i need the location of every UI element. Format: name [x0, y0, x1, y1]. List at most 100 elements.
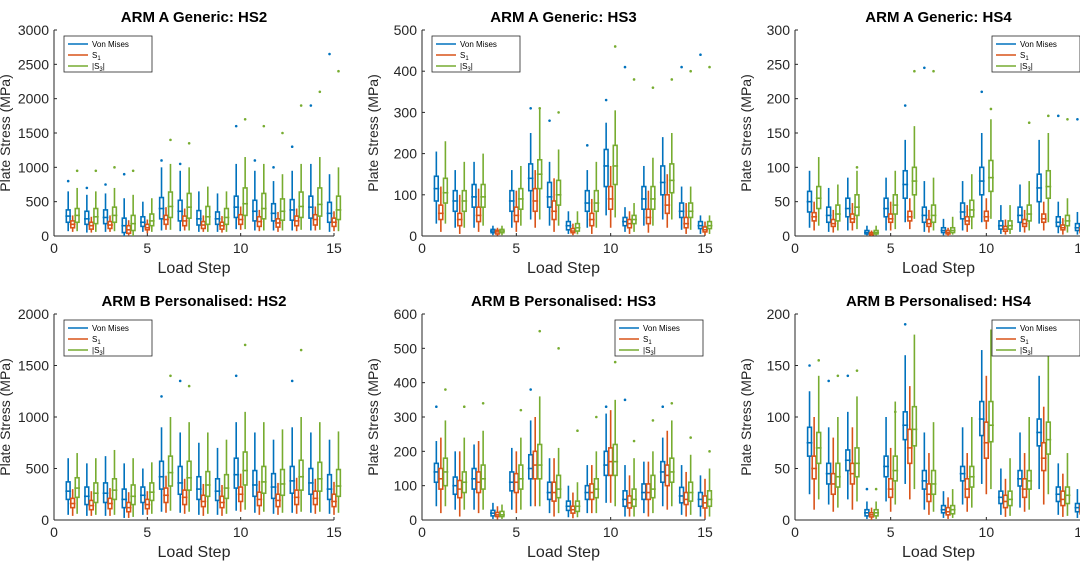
box [645, 483, 652, 501]
x-tick-label: 15 [697, 524, 713, 540]
outlier-point [874, 487, 878, 491]
outlier-point [903, 104, 907, 107]
y-tick-label: 500 [26, 461, 50, 477]
x-tick-label: 15 [1074, 524, 1080, 540]
box [233, 457, 239, 489]
outlier-point [808, 364, 811, 367]
x-tick-label: 10 [603, 524, 619, 540]
outlier-point [632, 78, 636, 81]
series-2 [437, 165, 708, 236]
box [298, 191, 304, 219]
outlier-point [272, 166, 275, 169]
outlier-point [689, 69, 692, 73]
box [480, 183, 486, 208]
chart-panel-3: 051015050100150200250300ARM A Generic: H… [738, 9, 1080, 277]
outlier-point [519, 408, 523, 412]
box [438, 204, 444, 221]
outlier-point [66, 179, 70, 183]
outlier-point [604, 405, 608, 409]
chart-title: ARM A Generic: HS3 [490, 9, 636, 26]
y-tick-label: 300 [394, 104, 418, 120]
outlier-point [855, 369, 859, 372]
outlier-point [576, 429, 579, 433]
box [964, 477, 970, 499]
box [167, 455, 174, 487]
y-tick-label: 400 [394, 375, 418, 391]
outlier-point [708, 450, 711, 453]
box [835, 204, 841, 222]
y-tick-label: 1000 [18, 409, 49, 425]
box [335, 468, 342, 498]
box [475, 206, 482, 223]
x-tick-label: 10 [233, 524, 249, 540]
box [242, 187, 248, 217]
box [887, 477, 894, 499]
series-3 [442, 329, 713, 519]
legend-label: S1 [92, 51, 101, 62]
box [471, 183, 477, 208]
outlier-point [548, 119, 551, 122]
box [641, 185, 647, 211]
outlier-point [1047, 114, 1050, 118]
x-tick-label: 0 [418, 240, 426, 256]
box [603, 450, 609, 477]
box [551, 481, 557, 502]
box [499, 510, 505, 518]
outlier-point [169, 138, 172, 142]
box [555, 474, 562, 499]
outlier-point [318, 90, 322, 94]
legend-label: S1 [1020, 51, 1029, 62]
box [149, 213, 155, 227]
outlier-point [462, 405, 466, 409]
y-tick-label: 2000 [18, 91, 49, 107]
outlier-point [670, 401, 674, 405]
x-tick-label: 10 [233, 240, 249, 256]
y-tick-label: 150 [767, 125, 791, 141]
box [593, 477, 600, 499]
box [186, 192, 192, 219]
x-axis-label: Load Step [527, 544, 600, 561]
series-1 [433, 388, 704, 519]
box [926, 483, 932, 503]
box [593, 189, 600, 213]
box [1026, 204, 1032, 222]
y-tick-label: 200 [767, 91, 791, 107]
box [626, 495, 633, 509]
outlier-point [299, 348, 303, 352]
y-tick-label: 50 [774, 194, 790, 210]
outlier-point [557, 111, 560, 114]
box [930, 204, 937, 224]
box [527, 163, 534, 192]
box [687, 481, 694, 502]
box [678, 202, 685, 219]
legend-label: Von Mises [92, 324, 129, 333]
y-tick-label: 300 [767, 22, 791, 38]
legend-label: |S3| [92, 62, 105, 73]
outlier-point [299, 104, 303, 107]
outlier-point [651, 86, 655, 89]
box [1045, 421, 1052, 455]
outlier-point [846, 374, 850, 378]
outlier-point [529, 388, 532, 391]
box [223, 473, 230, 500]
box [279, 198, 286, 222]
box [289, 465, 295, 495]
x-tick-label: 15 [326, 524, 342, 540]
box [242, 451, 248, 486]
box [527, 453, 534, 480]
y-tick-label: 0 [41, 228, 49, 244]
outlier-point [689, 436, 692, 439]
outlier-point [253, 159, 257, 162]
x-axis-label: Load Step [902, 544, 975, 561]
box [331, 493, 337, 508]
y-tick-label: 100 [394, 478, 418, 494]
outlier-point [160, 159, 163, 162]
outlier-point [328, 52, 331, 56]
outlier-point [604, 98, 608, 102]
outlier-point [234, 124, 238, 128]
y-tick-label: 0 [409, 512, 417, 528]
box [518, 464, 524, 490]
legend: Von Mises S1|S3| [991, 319, 1080, 357]
box [214, 477, 221, 502]
